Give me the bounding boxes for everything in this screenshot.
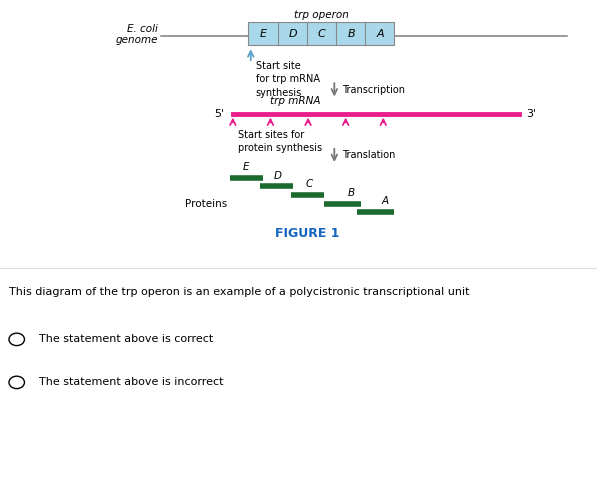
Text: The statement above is incorrect: The statement above is incorrect	[39, 378, 223, 387]
Text: Proteins: Proteins	[184, 199, 227, 208]
Text: E: E	[260, 29, 267, 39]
Text: This diagram of the trp operon is an example of a polycistronic transcriptional : This diagram of the trp operon is an exa…	[9, 287, 469, 296]
Bar	[248, 22, 394, 45]
Text: Start site
for trp mRNA
synthesis: Start site for trp mRNA synthesis	[256, 61, 319, 98]
Text: trp mRNA: trp mRNA	[270, 96, 321, 106]
Text: trp operon: trp operon	[294, 10, 349, 20]
Text: C: C	[305, 179, 313, 189]
Text: Transcription: Transcription	[342, 85, 405, 95]
Text: 5': 5'	[214, 109, 224, 119]
Text: Start sites for
protein synthesis: Start sites for protein synthesis	[238, 130, 322, 153]
Text: B: B	[347, 29, 355, 39]
Text: Translation: Translation	[342, 151, 395, 160]
Text: E: E	[243, 162, 250, 172]
Text: 3': 3'	[527, 109, 537, 119]
Text: The statement above is correct: The statement above is correct	[39, 335, 213, 344]
Text: A: A	[377, 29, 384, 39]
Text: C: C	[318, 29, 325, 39]
Text: D: D	[288, 29, 297, 39]
Text: D: D	[274, 171, 282, 181]
Text: B: B	[348, 188, 355, 198]
Text: E. coli
genome: E. coli genome	[116, 23, 158, 45]
Text: A: A	[381, 196, 389, 206]
Text: FIGURE 1: FIGURE 1	[275, 227, 340, 240]
